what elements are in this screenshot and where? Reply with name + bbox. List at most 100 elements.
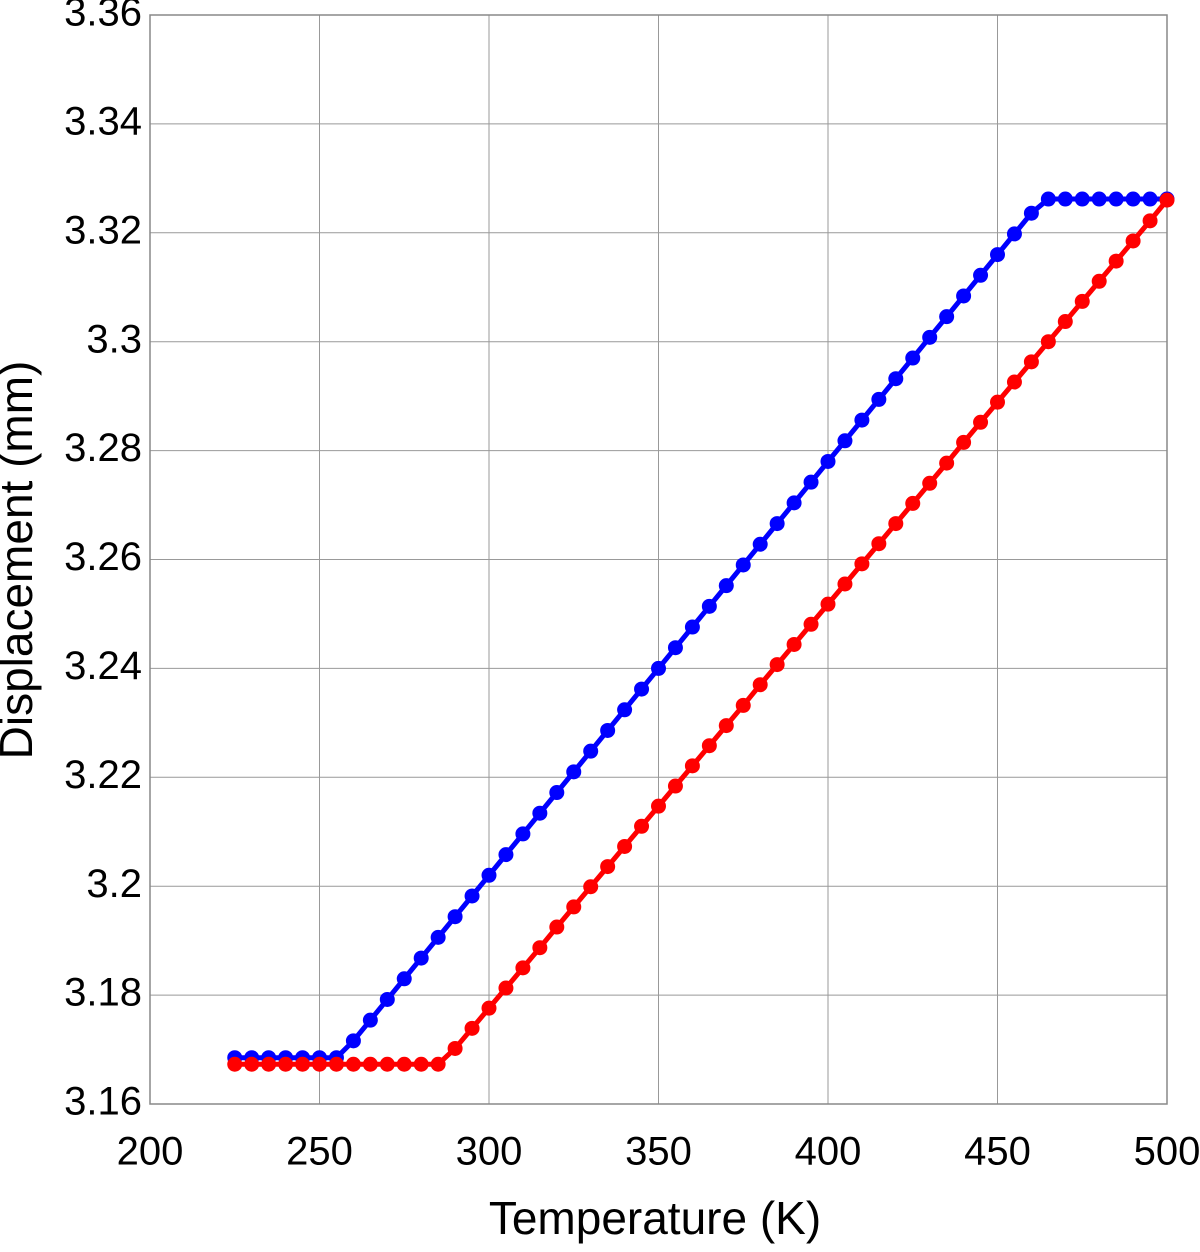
data-point — [362, 1056, 378, 1072]
x-tick-label: 300 — [456, 1130, 523, 1174]
data-point — [312, 1056, 327, 1072]
data-point — [583, 879, 599, 895]
y-tick-label: 3.18 — [64, 971, 142, 1015]
data-point — [871, 536, 887, 552]
data-point — [549, 919, 565, 935]
data-point — [1057, 314, 1073, 330]
data-point — [1125, 233, 1141, 249]
data-point — [362, 1012, 378, 1028]
data-point — [515, 826, 531, 842]
data-point — [1040, 334, 1056, 350]
y-tick-label: 3.36 — [64, 0, 142, 35]
data-point — [803, 616, 819, 632]
data-point — [1142, 191, 1158, 207]
data-point — [481, 867, 497, 883]
y-tick-label: 3.32 — [64, 208, 142, 252]
y-tick-label: 3.3 — [86, 317, 142, 361]
data-point — [261, 1056, 277, 1072]
data-point — [413, 1056, 429, 1072]
data-point — [667, 778, 683, 794]
data-point — [667, 640, 683, 656]
data-point — [684, 758, 700, 774]
y-axis-title: Displacement (mm) — [0, 361, 42, 760]
data-point — [973, 267, 989, 283]
data-point — [295, 1056, 311, 1072]
data-point — [651, 660, 666, 676]
data-point — [854, 412, 870, 428]
x-tick-label: 200 — [117, 1130, 184, 1174]
y-tick-label: 3.16 — [64, 1080, 142, 1124]
data-point — [498, 847, 514, 863]
x-tick-label: 400 — [795, 1130, 862, 1174]
x-tick-label: 250 — [286, 1130, 353, 1174]
data-point — [820, 453, 836, 469]
data-point — [549, 785, 565, 801]
data-point — [752, 536, 768, 552]
data-point — [566, 899, 582, 915]
data-point — [1023, 354, 1039, 370]
data-point — [786, 636, 802, 652]
data-point — [769, 516, 785, 532]
data-point — [888, 516, 904, 532]
data-point — [379, 1056, 395, 1072]
data-point — [922, 329, 938, 345]
data-point — [430, 929, 446, 945]
data-point — [1159, 192, 1175, 208]
data-point — [600, 859, 616, 875]
data-point — [701, 598, 717, 614]
data-point — [1091, 191, 1107, 207]
data-point — [718, 578, 734, 594]
data-point — [956, 434, 972, 450]
data-point — [617, 838, 633, 854]
data-point — [413, 950, 429, 966]
data-point — [1057, 191, 1073, 207]
data-point — [990, 247, 1005, 263]
data-point — [803, 474, 819, 490]
data-point — [464, 1020, 480, 1036]
data-point — [1023, 205, 1039, 221]
data-point — [1006, 374, 1022, 390]
x-tick-label: 350 — [625, 1130, 692, 1174]
data-point — [328, 1056, 344, 1072]
x-axis-title: Temperature (K) — [489, 1192, 821, 1244]
data-point — [583, 743, 599, 759]
data-point — [345, 1056, 361, 1072]
data-point — [1074, 293, 1090, 309]
data-point — [617, 702, 633, 718]
data-point — [345, 1033, 361, 1049]
y-tick-label: 3.34 — [64, 99, 142, 143]
y-tick-label: 3.22 — [64, 753, 142, 797]
series-line — [234, 196, 1167, 1061]
data-point — [973, 414, 989, 430]
data-point — [1142, 213, 1158, 229]
data-point — [752, 677, 768, 693]
data-point — [1006, 226, 1022, 242]
y-tick-label: 3.26 — [64, 535, 142, 579]
data-point — [922, 475, 938, 491]
x-tick-label: 500 — [1134, 1130, 1200, 1174]
data-point — [990, 394, 1005, 410]
data-point — [634, 818, 650, 834]
data-point — [498, 980, 514, 996]
data-point — [464, 888, 480, 904]
data-point — [600, 722, 616, 738]
data-point — [278, 1056, 294, 1072]
data-point — [837, 433, 853, 449]
data-point — [1074, 191, 1090, 207]
data-point — [939, 309, 955, 325]
plot-frame — [149, 14, 1168, 1105]
series-line — [234, 198, 1169, 1067]
y-tick-label: 3.2 — [86, 862, 142, 906]
data-point — [481, 1000, 497, 1016]
data-point — [854, 556, 870, 572]
data-point — [871, 391, 887, 407]
data-point — [1040, 191, 1056, 207]
data-point — [379, 991, 395, 1007]
data-point — [684, 619, 700, 635]
data-point — [447, 909, 463, 925]
data-point — [905, 495, 921, 511]
data-point — [888, 371, 904, 387]
data-point — [735, 697, 751, 713]
